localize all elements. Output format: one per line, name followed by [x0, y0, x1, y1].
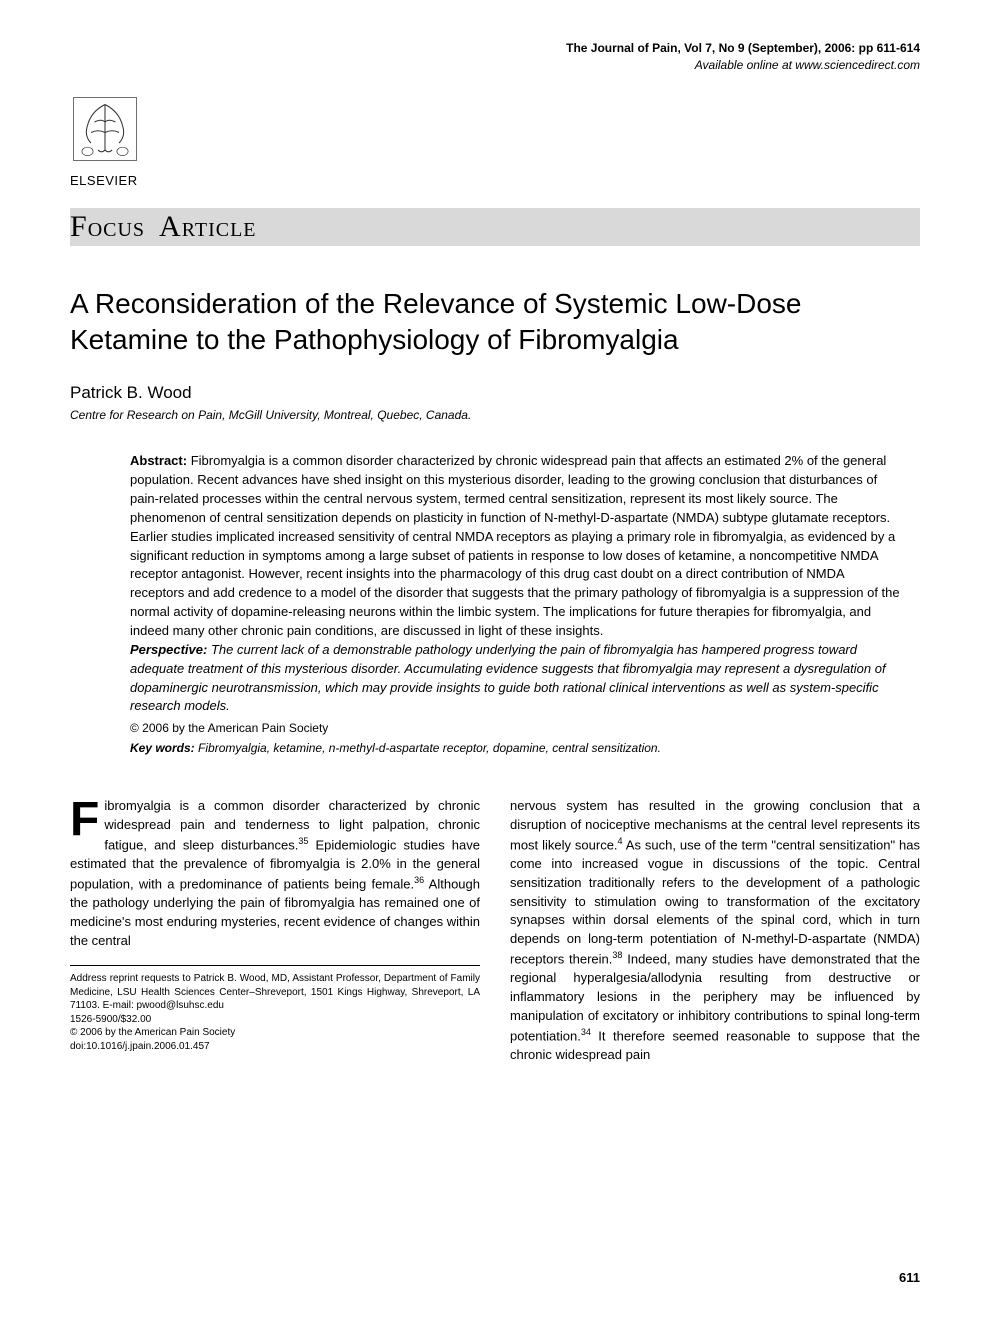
correspondence-footer: Address reprint requests to Patrick B. W… — [70, 965, 480, 1053]
abstract-copyright: © 2006 by the American Pain Society — [130, 720, 900, 737]
online-availability: Available online at www.sciencedirect.co… — [695, 58, 920, 72]
publisher-name: ELSEVIER — [70, 173, 920, 188]
journal-citation: The Journal of Pain, Vol 7, No 9 (Septem… — [566, 41, 920, 55]
author-name: Patrick B. Wood — [70, 383, 920, 403]
abstract-text: Fibromyalgia is a common disorder charac… — [130, 453, 900, 638]
author-affiliation: Centre for Research on Pain, McGill Univ… — [70, 408, 920, 422]
column-right: nervous system has resulted in the growi… — [510, 797, 920, 1065]
keywords-label: Key words: — [130, 741, 195, 755]
article-type-label: FOCUS ARTICLE — [70, 208, 920, 246]
abstract-block: Abstract: Fibromyalgia is a common disor… — [70, 452, 920, 757]
elsevier-tree-icon — [70, 94, 140, 164]
citation-ref: 35 — [298, 836, 308, 846]
keywords-line: Key words: Fibromyalgia, ketamine, n-met… — [130, 740, 900, 757]
dropcap-letter: F — [70, 797, 104, 841]
page-number: 611 — [899, 1270, 920, 1285]
abstract-paragraph: Abstract: Fibromyalgia is a common disor… — [130, 452, 900, 640]
body-text-2b: As such, use of the term "central sensit… — [510, 837, 920, 966]
keywords-text: Fibromyalgia, ketamine, n-methyl-d-aspar… — [198, 741, 661, 755]
publisher-logo-block: ELSEVIER — [70, 94, 920, 188]
citation-ref: 34 — [581, 1027, 591, 1037]
doi: doi:10.1016/j.jpain.2006.01.457 — [70, 1040, 480, 1054]
issn-price: 1526-5900/$32.00 — [70, 1013, 480, 1027]
perspective-text: The current lack of a demonstrable patho… — [130, 642, 886, 714]
column-left: Fibromyalgia is a common disorder charac… — [70, 797, 480, 1065]
journal-header: The Journal of Pain, Vol 7, No 9 (Septem… — [70, 40, 920, 74]
perspective-paragraph: Perspective: The current lack of a demon… — [130, 641, 900, 716]
citation-ref: 38 — [612, 950, 622, 960]
body-paragraph-2: nervous system has resulted in the growi… — [510, 797, 920, 1065]
body-paragraph-1: Fibromyalgia is a common disorder charac… — [70, 797, 480, 950]
footer-copyright: © 2006 by the American Pain Society — [70, 1026, 480, 1040]
citation-ref: 36 — [414, 875, 424, 885]
perspective-label: Perspective: — [130, 642, 207, 657]
body-text-columns: Fibromyalgia is a common disorder charac… — [70, 797, 920, 1065]
reprint-address: Address reprint requests to Patrick B. W… — [70, 972, 480, 1013]
abstract-label: Abstract: — [130, 453, 187, 468]
article-title: A Reconsideration of the Relevance of Sy… — [70, 286, 920, 359]
